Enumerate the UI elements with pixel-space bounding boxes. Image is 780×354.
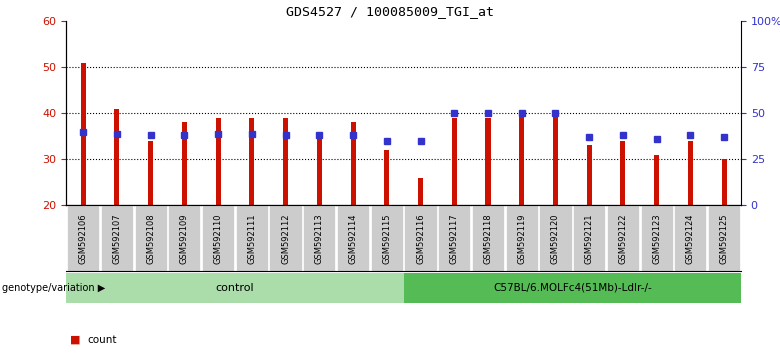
- Text: GSM592110: GSM592110: [214, 214, 222, 264]
- Bar: [148, 141, 153, 205]
- Text: genotype/variation ▶: genotype/variation ▶: [2, 282, 105, 293]
- Bar: [80, 63, 86, 205]
- Bar: [418, 178, 423, 205]
- Text: GSM592111: GSM592111: [247, 214, 257, 264]
- Text: GDS4527 / 100085009_TGI_at: GDS4527 / 100085009_TGI_at: [286, 5, 494, 18]
- Bar: [250, 118, 254, 205]
- Bar: [452, 118, 457, 205]
- Text: GSM592120: GSM592120: [551, 214, 560, 264]
- Text: GSM592113: GSM592113: [315, 213, 324, 264]
- Text: GSM592121: GSM592121: [585, 214, 594, 264]
- Text: GSM592116: GSM592116: [416, 213, 425, 264]
- Text: control: control: [215, 282, 254, 293]
- Text: GSM592112: GSM592112: [281, 214, 290, 264]
- Text: GSM592106: GSM592106: [79, 213, 87, 264]
- Bar: [215, 118, 221, 205]
- Text: GSM592119: GSM592119: [517, 214, 526, 264]
- Bar: [519, 113, 524, 205]
- Bar: [654, 155, 659, 205]
- Text: GSM592109: GSM592109: [180, 214, 189, 264]
- Bar: [283, 118, 288, 205]
- Text: count: count: [87, 335, 117, 345]
- Text: C57BL/6.MOLFc4(51Mb)-Ldlr-/-: C57BL/6.MOLFc4(51Mb)-Ldlr-/-: [493, 282, 652, 293]
- Bar: [317, 132, 322, 205]
- Text: GSM592114: GSM592114: [349, 214, 357, 264]
- Bar: [485, 118, 491, 205]
- Text: GSM592117: GSM592117: [450, 213, 459, 264]
- Text: GSM592125: GSM592125: [720, 214, 729, 264]
- Text: GSM592122: GSM592122: [619, 214, 627, 264]
- Bar: [722, 159, 727, 205]
- Text: ■: ■: [70, 335, 80, 345]
- Bar: [385, 150, 389, 205]
- Bar: [182, 122, 187, 205]
- Text: GSM592115: GSM592115: [382, 214, 392, 264]
- Text: GSM592118: GSM592118: [484, 213, 492, 264]
- Bar: [688, 141, 693, 205]
- Text: GSM592123: GSM592123: [652, 213, 661, 264]
- Bar: [350, 122, 356, 205]
- Bar: [620, 141, 626, 205]
- Bar: [553, 113, 558, 205]
- Text: GSM592107: GSM592107: [112, 213, 122, 264]
- Bar: [115, 109, 119, 205]
- Bar: [587, 145, 592, 205]
- Text: GSM592124: GSM592124: [686, 214, 695, 264]
- Text: GSM592108: GSM592108: [146, 213, 155, 264]
